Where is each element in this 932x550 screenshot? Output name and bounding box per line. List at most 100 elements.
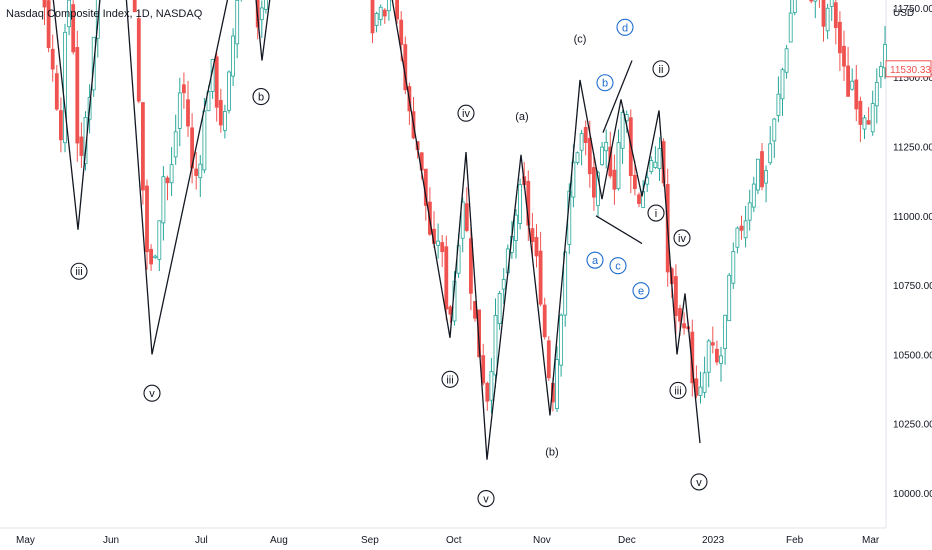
candle-body: [616, 142, 621, 190]
candle: [653, 146, 658, 169]
wave-label: (a): [515, 111, 528, 123]
candle: [727, 272, 732, 322]
x-tick-label: Feb: [786, 535, 804, 546]
candle: [776, 76, 781, 123]
candle-body: [792, 0, 797, 13]
candle: [259, 0, 264, 38]
wave-label-circle: [586, 251, 604, 269]
candle-body: [259, 7, 264, 20]
candle: [649, 156, 654, 175]
candle: [739, 215, 744, 240]
y-tick-label: 10250.00: [893, 420, 932, 431]
candle: [883, 26, 887, 80]
wave-label-text: iii: [674, 385, 681, 397]
candle: [395, 0, 400, 24]
candle: [497, 290, 502, 330]
wave-label-text: b: [602, 78, 608, 90]
candle-body: [42, 0, 47, 8]
candle: [71, 0, 76, 55]
candle-body: [140, 102, 145, 191]
candle-body: [79, 136, 84, 156]
wave-label-text: iv: [678, 233, 686, 245]
candle-body: [682, 323, 686, 329]
x-tick-label: Dec: [618, 535, 636, 546]
candle: [616, 129, 621, 191]
candle-body: [538, 250, 543, 305]
wave-label: e: [632, 282, 650, 300]
candle-body: [497, 292, 502, 324]
price-marker-box: [885, 60, 932, 78]
wave-label-text: a: [592, 255, 599, 267]
candle: [501, 268, 506, 305]
candle: [768, 126, 773, 165]
candle: [530, 212, 535, 257]
candle-body: [768, 143, 773, 164]
wave-label: v: [690, 473, 708, 491]
candle-body: [374, 13, 379, 26]
wave-label-circle: [252, 88, 270, 106]
candle-body: [829, 0, 834, 7]
candle: [637, 192, 641, 208]
candle: [46, 0, 51, 53]
candle: [222, 104, 227, 139]
candle-body: [776, 93, 781, 116]
candle: [460, 197, 465, 253]
x-tick-label: Mar: [862, 535, 880, 546]
candle: [604, 129, 609, 169]
candle-body: [838, 21, 842, 54]
candle-body: [530, 228, 535, 242]
wave-label-text: iv: [462, 108, 470, 120]
candle: [468, 224, 473, 311]
candle-body: [743, 220, 748, 239]
candle-body: [575, 152, 580, 163]
wave-label-text: iii: [75, 266, 82, 278]
candle-body: [678, 308, 682, 322]
candle-body: [181, 84, 186, 94]
wave-label-circle: [647, 204, 665, 222]
candle-body: [866, 120, 871, 125]
candle: [620, 109, 625, 165]
wave-label: iii: [441, 370, 459, 388]
candle-body: [727, 274, 732, 322]
candle: [464, 187, 469, 233]
candle: [682, 312, 686, 335]
candle: [177, 77, 182, 147]
candle-body: [821, 0, 826, 27]
candle-body: [604, 141, 609, 152]
candle: [657, 137, 662, 182]
currency-label: USD: [893, 8, 914, 19]
y-tick-label: 10000.00: [893, 489, 932, 500]
candle: [600, 141, 604, 166]
y-tick-label: 10500.00: [893, 350, 932, 361]
elliott-wave-line: [52, 0, 701, 460]
candle: [747, 189, 752, 231]
candle-body: [698, 386, 703, 396]
wave-label-circle: [652, 60, 670, 78]
candle-body: [813, 0, 818, 2]
wave-label: (c): [574, 33, 587, 45]
candle-body: [132, 0, 137, 13]
wave-label-text: d: [622, 22, 628, 34]
candle-body: [649, 160, 654, 172]
candle: [579, 129, 584, 166]
candle: [481, 343, 486, 386]
candle: [194, 151, 199, 190]
candle: [54, 64, 59, 111]
candle-body: [214, 56, 219, 108]
candle-body: [514, 214, 518, 241]
candle: [444, 235, 449, 321]
candle: [132, 0, 137, 13]
candle-body: [468, 238, 473, 294]
candle: [575, 151, 580, 165]
candle: [370, 0, 375, 44]
candle-body: [633, 174, 637, 189]
candle-body: [542, 304, 547, 338]
candle-body: [546, 340, 551, 379]
wave-label: iii: [70, 262, 88, 280]
candle: [583, 120, 588, 156]
candle: [788, 0, 793, 43]
candle-body: [198, 163, 203, 179]
candle: [63, 23, 67, 153]
